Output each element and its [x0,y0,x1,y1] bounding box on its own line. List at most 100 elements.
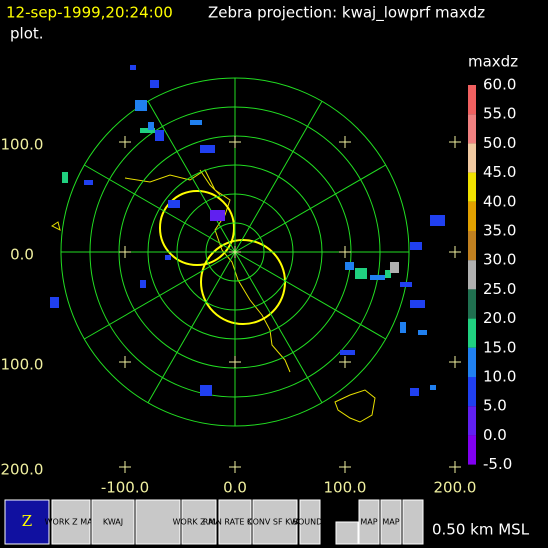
toolbar-button-label: RAIN RATE KWAJ [203,518,267,527]
colorbar-segment [468,143,476,173]
radar-echo [50,297,59,308]
plot-title-line2: plot. [10,25,44,43]
radar-echo [150,80,159,88]
island-outline [51,221,61,231]
azimuth-line [234,164,386,253]
radar-echo [148,122,154,130]
zebra-logo[interactable] [4,499,50,545]
radar-echo [400,322,406,333]
toolbar-button[interactable] [358,499,380,545]
azimuth-line [234,251,386,340]
colorbar-segment [468,289,476,319]
colorbar-segment [468,114,476,144]
toolbar-button-label: KWAJ [103,518,123,527]
toolbar-button-label: MAP [382,518,399,527]
radar-echo [400,282,412,287]
colorbar-segment [468,85,476,115]
radar-echo [430,385,436,390]
radar-echo [410,242,422,250]
x-axis-label: 100.0 [324,479,367,497]
toolbar-button-label: WORK Z MAP [173,518,226,527]
coastline [199,169,221,196]
toolbar-button[interactable] [335,521,359,545]
toolbar-button[interactable] [218,499,252,545]
x-axis-label: -100.0 [101,479,149,497]
toolbar-button-label: BOUNDS [293,518,328,527]
colorbar-label: 25.0 [483,280,516,298]
x-axis-label: 0.0 [223,479,247,497]
radar-echo [135,100,147,111]
timestamp: 12-sep-1999,20:24:00 [6,4,173,22]
colorbar-label: 45.0 [483,163,516,181]
radar-echo [370,275,385,280]
y-axis-label: 0.0 [10,246,34,264]
toolbar-button[interactable] [252,499,298,545]
colorbar-label: 15.0 [483,338,516,356]
toolbar-button[interactable] [181,499,217,545]
colorbar-segment [468,260,476,290]
azimuth-line [147,251,236,403]
toolbar-button-label: CONV SF KWA [247,518,304,527]
toolbar-button[interactable] [380,499,402,545]
colorbar-label: 35.0 [483,222,516,240]
colorbar-label: 50.0 [483,134,516,152]
colorbar-label: 60.0 [483,76,516,94]
y-axis-label: 100.0 [1,136,44,154]
toolbar-button-label: WORK Z MAP [45,518,98,527]
radar-echo [200,385,212,396]
colorbar-label: -5.0 [483,455,512,473]
azimuth-line [84,251,236,340]
toolbar-button[interactable] [91,499,135,545]
colorbar-segment [468,318,476,348]
radar-echo [165,255,171,260]
altitude-label: 0.50 km MSL [432,521,530,539]
colorbar-segment [468,406,476,436]
radar-echo [140,280,146,288]
zebra-letter: Z [22,512,32,530]
plot-area [50,65,461,473]
radar-echo [430,215,445,226]
y-axis-label: 200.0 [1,461,44,479]
azimuth-line [84,164,236,253]
toolbar-button[interactable] [299,499,321,545]
radar-echo [410,388,419,396]
toolbar-button-label: MAP [360,518,377,527]
radar-echo [390,262,399,273]
radar-echo [62,172,68,183]
x-axis-label: 200.0 [434,479,477,497]
radar-echo [168,200,180,208]
colorbar-label: 40.0 [483,192,516,210]
colorbar-label: 10.0 [483,368,516,386]
colorbar-label: 20.0 [483,309,516,327]
colorbar-segment [468,172,476,202]
toolbar-button[interactable] [402,499,424,545]
colorbar-segment [468,231,476,261]
radar-echo [340,350,355,355]
radar-echo [140,128,155,133]
azimuth-line [234,251,323,403]
azimuth-line [147,101,236,253]
colorbar-label: 0.0 [483,426,507,444]
radar-echo [130,65,136,70]
toolbar-button[interactable] [51,499,91,545]
colorbar-segment [468,435,476,465]
colorbar-segment [468,347,476,377]
radar-echo [345,262,354,270]
toolbar-button[interactable] [135,499,181,545]
radar-echo [385,270,391,278]
island-outline [334,389,376,423]
colorbar-segment [468,201,476,231]
radar-echo [418,330,427,335]
radar-echo [410,300,425,308]
range-circle [159,190,235,266]
colorbar-segment [468,377,476,407]
colorbar-label: 55.0 [483,105,516,123]
azimuth-line [234,101,323,253]
radar-echo [200,145,215,153]
radar-echo [355,268,367,279]
radar-echo [84,180,93,185]
colorbar-title: maxdz [468,53,518,71]
colorbar-label: 5.0 [483,397,507,415]
